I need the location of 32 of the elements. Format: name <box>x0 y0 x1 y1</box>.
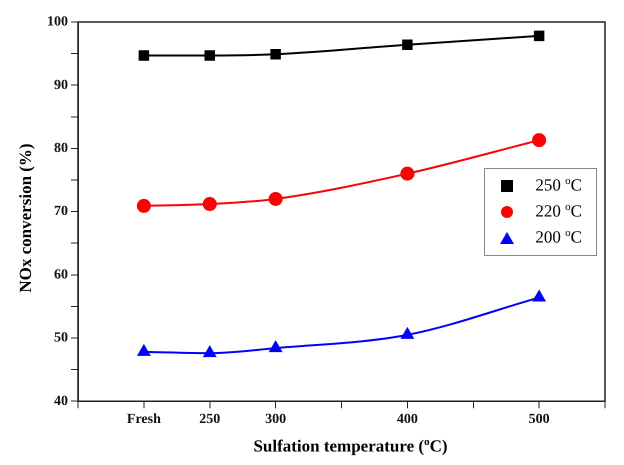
point <box>534 30 544 42</box>
point <box>204 50 215 61</box>
y-tick-label: 40 <box>54 394 68 409</box>
point <box>138 50 150 61</box>
point <box>138 344 150 356</box>
point <box>269 341 282 352</box>
x-axis-title: Sulfation temperature ($^{o}$C) <box>252 436 449 457</box>
x-tick-label: 300 <box>265 412 286 428</box>
y-axis-title: NOx conversion (%) <box>16 143 36 293</box>
y-tick-label: 60 <box>54 267 68 282</box>
point <box>136 198 151 213</box>
x-tick-label: 250 <box>199 412 220 428</box>
point <box>400 166 414 181</box>
y-tick-label: 70 <box>54 204 68 220</box>
point <box>402 40 413 50</box>
point <box>401 328 414 339</box>
legend-label: 200 $^{o}$C <box>535 227 582 248</box>
point <box>532 290 546 302</box>
y-tick-label: 90 <box>54 78 68 93</box>
legend-label: 220 $^{o}$C <box>535 201 582 222</box>
point <box>532 133 546 148</box>
y-tick-label: 80 <box>54 141 68 156</box>
point <box>204 346 216 358</box>
point <box>202 197 217 212</box>
legend-label: 250 $^{o}$C <box>535 175 582 196</box>
x-tick-label: 500 <box>528 412 550 428</box>
x-tick-label: Fresh <box>126 412 162 428</box>
point <box>268 192 283 206</box>
point <box>270 48 281 60</box>
x-tick-label: 400 <box>396 412 418 428</box>
y-tick-label: 100 <box>47 14 68 30</box>
y-tick-label: 50 <box>54 330 68 346</box>
